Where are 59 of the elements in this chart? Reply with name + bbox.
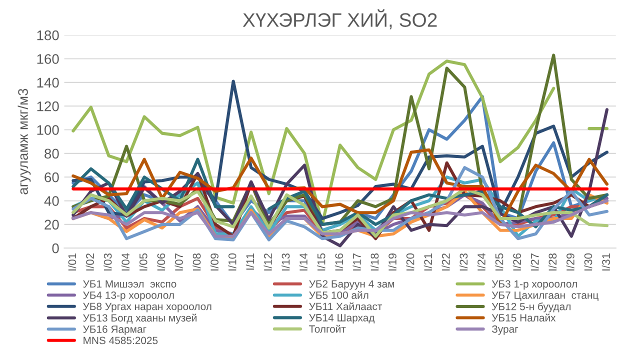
x-tick-label: I/03 (104, 253, 112, 270)
x-tick-label: I/24 (477, 253, 486, 270)
x-tick-label: I/30 (584, 253, 592, 270)
x-tick-label: I/21 (424, 253, 432, 270)
x-tick-label: I/26 (512, 253, 522, 270)
x-tick-label: I/08 (192, 253, 201, 270)
x-tick-label: I/25 (495, 253, 504, 270)
legend-label: УБ11 Хайлааст (309, 302, 382, 310)
y-tick-label: 40 (44, 196, 59, 206)
y-tick-label: 60 (44, 172, 59, 182)
x-tick-label: I/12 (264, 254, 272, 270)
legend-label: УБ12 5-н буудал (492, 302, 570, 312)
chart-title: ХҮХЭРЛЭГ ХИЙ, SO2 (242, 9, 437, 30)
x-tick-label: I/02 (86, 254, 94, 270)
x-tick-label: I/11 (246, 253, 254, 270)
y-tick-label: 80 (44, 148, 59, 159)
x-tick-label: I/17 (352, 254, 361, 270)
legend-label: УБ13 Богд хааны музей (83, 314, 196, 324)
x-tick-label: I/29 (566, 253, 574, 270)
x-tick-label: I/05 (139, 253, 148, 270)
x-tick-label: I/22 (442, 254, 450, 270)
legend-label: УБ15 Налайх (492, 314, 556, 322)
legend-label: УБ14 Шархад (309, 314, 375, 324)
x-tick-label: I/28 (548, 253, 557, 270)
legend-label: Толгойт (309, 324, 346, 333)
x-tick-label: I/06 (156, 253, 166, 270)
y-tick-label: 0 (52, 243, 59, 254)
y-axis-title: агууламж мкг/м3 (18, 88, 31, 194)
x-tick-label: I/09 (210, 253, 219, 270)
legend-label: УБ4 13-р хороолол (83, 292, 174, 301)
legend-label: УБ2 Баруун 4 зам (309, 280, 394, 290)
x-tick-label: I/10 (228, 253, 236, 270)
y-tick-label: 180 (37, 30, 59, 40)
legend-label: УБ5 100 айл (309, 291, 368, 299)
legend-label: MNS 4585:2025 (84, 336, 158, 344)
x-tick-label: I/18 (370, 253, 379, 270)
x-tick-label: I/20 (406, 253, 414, 270)
y-tick-label: 20 (44, 220, 59, 230)
x-tick-label: I/23 (459, 253, 468, 270)
y-tick-label: 120 (37, 101, 59, 112)
x-tick-label: I/16 (334, 253, 344, 270)
y-tick-label: 160 (37, 54, 59, 64)
legend-label: УБ1 Мишээл экспо (83, 280, 176, 288)
x-tick-label: I/27 (530, 254, 539, 270)
x-tick-label: I/15 (317, 253, 326, 270)
legend-label: УБ7 Цахилгаан станц (492, 292, 598, 301)
y-tick-label: 140 (37, 78, 59, 88)
x-tick-label: I/07 (174, 254, 183, 270)
legend-label: Зураг (492, 325, 518, 335)
x-tick-label: I/04 (121, 253, 130, 270)
x-tick-label: I/13 (282, 253, 290, 270)
x-tick-label: I/19 (388, 253, 396, 270)
y-tick-label: 100 (37, 125, 59, 135)
legend-label: УБ16 Яармаг (83, 326, 146, 335)
x-tick-label: I/01 (68, 253, 76, 270)
legend-label: УБ3 1-р хороолол (492, 280, 577, 290)
x-tick-label: I/31 (602, 253, 610, 270)
x-tick-label: I/14 (299, 253, 308, 270)
legend-label: УБ8 Ургах наран хороолол (83, 302, 212, 312)
